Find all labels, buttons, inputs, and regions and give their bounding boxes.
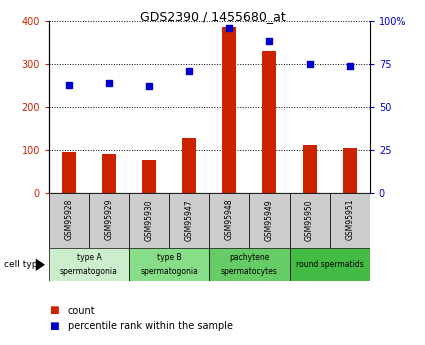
- Bar: [222, 27, 236, 193]
- Point: [346, 63, 353, 68]
- Bar: [343, 148, 357, 193]
- Text: ■: ■: [49, 321, 59, 331]
- Text: GSM95948: GSM95948: [225, 199, 234, 240]
- Bar: [289, 193, 330, 248]
- Point: [65, 82, 72, 87]
- Text: spermatogonia: spermatogonia: [60, 267, 118, 276]
- Text: GSM95930: GSM95930: [144, 199, 154, 240]
- Bar: [89, 193, 129, 248]
- Point: [226, 25, 233, 30]
- Bar: [249, 193, 289, 248]
- Text: GSM95951: GSM95951: [345, 199, 354, 240]
- Bar: [289, 248, 370, 281]
- Bar: [209, 193, 249, 248]
- Text: GSM95947: GSM95947: [185, 199, 194, 240]
- Text: count: count: [68, 306, 96, 315]
- Text: GSM95949: GSM95949: [265, 199, 274, 240]
- Text: percentile rank within the sample: percentile rank within the sample: [68, 321, 233, 331]
- Bar: [62, 152, 76, 193]
- Text: GSM95928: GSM95928: [65, 199, 74, 240]
- Text: GSM95950: GSM95950: [305, 199, 314, 240]
- Bar: [169, 193, 209, 248]
- Bar: [129, 248, 209, 281]
- Bar: [129, 193, 169, 248]
- Text: cell type: cell type: [4, 260, 43, 269]
- Polygon shape: [36, 259, 45, 271]
- Text: type B: type B: [157, 253, 181, 262]
- Text: GDS2390 / 1455680_at: GDS2390 / 1455680_at: [140, 10, 285, 23]
- Point: [266, 39, 273, 44]
- Bar: [142, 159, 156, 193]
- Point: [186, 68, 193, 73]
- Point: [146, 83, 153, 89]
- Bar: [49, 193, 89, 248]
- Bar: [102, 154, 116, 193]
- Text: type A: type A: [76, 253, 101, 262]
- Text: GSM95929: GSM95929: [105, 199, 113, 240]
- Bar: [182, 138, 196, 193]
- Point: [306, 61, 313, 67]
- Text: spermatogonia: spermatogonia: [140, 267, 198, 276]
- Bar: [49, 248, 129, 281]
- Bar: [303, 145, 317, 193]
- Bar: [209, 248, 289, 281]
- Bar: [263, 51, 277, 193]
- Point: [106, 80, 113, 86]
- Text: spermatocytes: spermatocytes: [221, 267, 278, 276]
- Text: ■: ■: [49, 306, 59, 315]
- Bar: [330, 193, 370, 248]
- Text: round spermatids: round spermatids: [296, 260, 363, 269]
- Text: pachytene: pachytene: [229, 253, 269, 262]
